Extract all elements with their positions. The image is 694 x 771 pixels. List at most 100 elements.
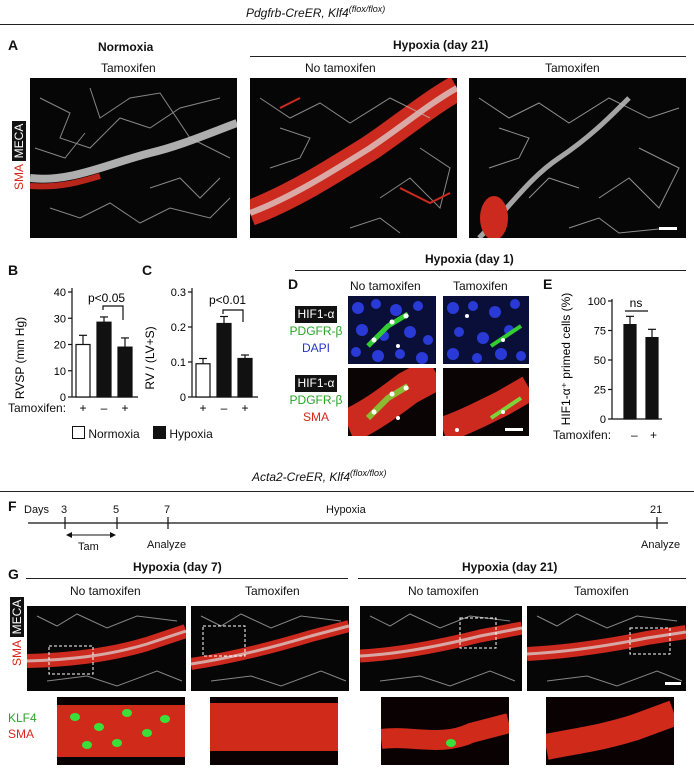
chart-e-ytick-label-0: 0 xyxy=(600,414,606,426)
chart-c-sign-2: – xyxy=(221,401,228,415)
panel-f-letter: F xyxy=(8,498,17,514)
mid-rule xyxy=(0,491,694,492)
chart-e-sig: ns xyxy=(625,296,648,312)
panel-a-letter: A xyxy=(8,37,19,53)
chart-b-ytick-label-1: 10 xyxy=(54,366,66,378)
normoxia-header: Normoxia xyxy=(98,40,154,54)
chart-e-yticks: 0 25 50 75 100 xyxy=(588,296,612,426)
legend-hypoxia-swatch xyxy=(153,426,167,439)
g-side-meca: MECA xyxy=(10,596,24,638)
chart-b-yticks: 0 10 20 30 40 xyxy=(54,287,72,404)
a-image-3 xyxy=(469,78,686,238)
chart-e-bar-1 xyxy=(645,336,659,420)
chart-b: RVSP (mm Hg) 0 10 20 30 40 p<0.05 + – + xyxy=(13,287,138,415)
e-sign-1: – xyxy=(631,428,638,442)
g-hyp21-header: Hypoxia (day 21) xyxy=(462,560,558,574)
d-row1-hif: HIF1-α xyxy=(294,306,338,323)
f-tick-label-5: 5 xyxy=(113,504,120,516)
b-tamoxifen-label: Tamoxifen: xyxy=(8,401,67,415)
g-inset-3 xyxy=(381,697,509,765)
chart-b-ylabel: RVSP (mm Hg) xyxy=(13,317,27,399)
hypoxia1-rule xyxy=(295,270,686,271)
d-col-label-2: Tamoxifen xyxy=(453,279,508,293)
g-side-labels: SMA MECA xyxy=(10,596,24,666)
f-tam: Tam xyxy=(78,541,99,553)
chart-b-sign-1: + xyxy=(79,401,86,415)
panel-g-letter: G xyxy=(8,566,19,582)
panel-d-letter: D xyxy=(288,276,299,292)
f-tick-label-21: 21 xyxy=(650,504,663,516)
g-inset-labels: KLF4 SMA xyxy=(8,710,37,742)
chart-c-ytick-label-3: 0.3 xyxy=(171,287,186,299)
f-tick-label-7: 7 xyxy=(164,504,171,516)
top-title-sup: (flox/flox) xyxy=(348,4,386,14)
chart-c-bar-1 xyxy=(216,322,232,398)
a-side-meca: MECA xyxy=(12,120,26,162)
chart-e-bars xyxy=(623,315,659,420)
a-image-1 xyxy=(30,78,237,238)
chart-b-ytick-label-4: 40 xyxy=(54,287,66,299)
g-col-label-2: Tamoxifen xyxy=(245,584,300,598)
g-inset-1 xyxy=(57,697,185,765)
hypoxia21-rule xyxy=(250,56,686,57)
chart-c-pvalue: p<0.01 xyxy=(209,293,246,307)
g-image-4 xyxy=(527,606,686,691)
f-tick-label-3: 3 xyxy=(61,504,68,516)
d-row2-sma: SMA xyxy=(302,410,329,424)
chart-e-ytick-label-2: 50 xyxy=(594,355,606,367)
chart-c-ylabel: RV / (LV+S) xyxy=(143,326,157,389)
d-image-1 xyxy=(348,296,436,364)
e-tamoxifen-label: Tamoxifen: xyxy=(553,428,612,442)
chart-c-yticks: 0 0.1 0.2 0.3 xyxy=(171,287,192,404)
g-inset-4 xyxy=(546,697,674,765)
chart-b-bar-2 xyxy=(117,346,133,398)
d-row1-labels: HIF1-α PDGFR-β DAPI xyxy=(286,306,346,357)
chart-b-bars xyxy=(75,316,133,398)
a-col-label-1: Tamoxifen xyxy=(101,61,156,75)
legend: Normoxia Hypoxia xyxy=(72,426,213,441)
f-days-label: Days xyxy=(24,504,50,516)
chart-c-sign-3: + xyxy=(241,401,248,415)
g-col-label-1: No tamoxifen xyxy=(70,584,141,598)
chart-c-signs: + – + xyxy=(199,401,248,415)
g-inset-sma: SMA xyxy=(8,727,35,741)
chart-e-ytick-label-1: 25 xyxy=(594,385,606,397)
f-analyze-2: Analyze xyxy=(641,539,681,551)
chart-c: RV / (LV+S) 0 0.1 0.2 0.3 p<0.01 + – + xyxy=(143,287,258,415)
chart-c-ytick-label-1: 0.1 xyxy=(171,357,186,369)
a-col-label-2: No tamoxifen xyxy=(305,61,376,75)
legend-normoxia-swatch xyxy=(72,426,85,439)
chart-b-ytick-label-2: 20 xyxy=(54,340,66,352)
f-hypoxia: Hypoxia xyxy=(326,504,366,516)
legend-normoxia: Normoxia xyxy=(88,427,140,441)
chart-e-ytick-label-3: 75 xyxy=(594,326,606,338)
panel-e-letter: E xyxy=(543,276,553,292)
g-col-label-3: No tamoxifen xyxy=(408,584,479,598)
chart-b-sign-3: + xyxy=(121,401,128,415)
chart-b-signs: + – + xyxy=(79,401,128,415)
panel-c-letter: C xyxy=(142,262,153,278)
top-rule xyxy=(0,24,694,25)
chart-e: HIF1-α⁺ primed cells (%) 0 25 50 75 100 ns xyxy=(559,293,662,426)
e-sign-2: + xyxy=(650,428,658,442)
a-col-label-3: Tamoxifen xyxy=(545,61,600,75)
g-side-sma: SMA xyxy=(10,640,24,666)
legend-hypoxia: Hypoxia xyxy=(169,427,213,441)
chart-b-bar-0 xyxy=(75,343,91,398)
mid-title-sup: (flox/flox) xyxy=(350,468,387,478)
tam-arrow xyxy=(66,532,116,538)
top-title: Pdgfrb-CreER, Klf4(flox/flox) xyxy=(246,4,385,20)
d-row2-hif: HIF1-α xyxy=(294,375,338,392)
g-hyp7-header: Hypoxia (day 7) xyxy=(133,560,222,574)
chart-e-ns: ns xyxy=(630,296,643,310)
g-hyp21-rule xyxy=(358,578,686,579)
chart-c-ytick-label-2: 0.2 xyxy=(171,322,186,334)
hypoxia1-header: Hypoxia (day 1) xyxy=(425,252,514,266)
g-col-label-4: Tamoxifen xyxy=(574,584,629,598)
panel-b-letter: B xyxy=(8,262,19,278)
chart-b-sign-2: – xyxy=(101,401,108,415)
g-image-2 xyxy=(191,606,349,691)
a-image-2 xyxy=(250,78,457,238)
timeline-f xyxy=(28,517,668,538)
chart-b-sig: p<0.05 xyxy=(88,291,125,320)
